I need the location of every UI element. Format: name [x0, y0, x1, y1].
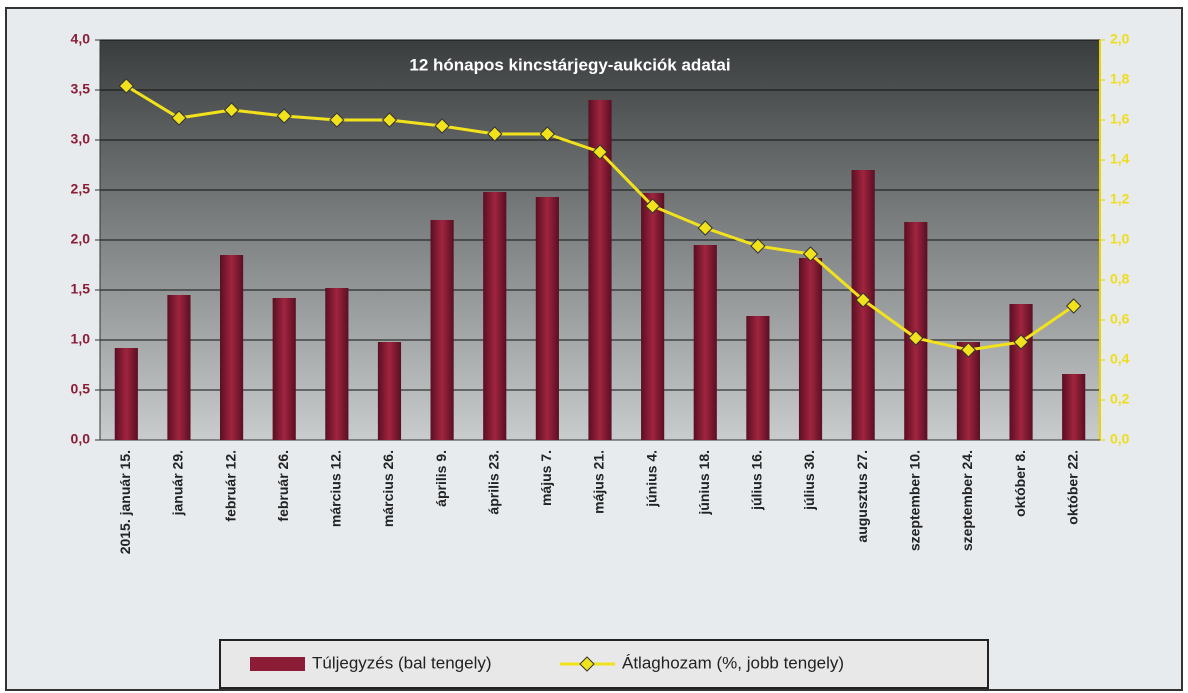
marker [329, 112, 345, 128]
y2-tick-label: 1,6 [1110, 111, 1130, 127]
legend-swatch [250, 657, 305, 671]
marker [592, 144, 608, 160]
marker [487, 126, 503, 142]
x-tick-label: június 4. [643, 450, 659, 508]
marker [960, 342, 977, 358]
marker [908, 330, 924, 346]
x-tick-label: október 8. [1012, 450, 1028, 517]
x-tick-label: március 26. [380, 450, 396, 527]
bar [483, 192, 507, 440]
x-tick-label: április 9. [433, 450, 449, 507]
x-tick-label: február 12. [222, 450, 238, 522]
x-tick-label: június 18. [696, 450, 712, 516]
marker [697, 220, 713, 236]
y2-tick-label: 1,2 [1110, 191, 1130, 207]
marker [802, 246, 819, 262]
marker [644, 198, 661, 214]
y-tick-label: 3,0 [71, 131, 91, 147]
bar [1009, 304, 1033, 440]
marker [276, 108, 292, 124]
legend-label: Átlaghozam (%, jobb tengely) [622, 653, 844, 672]
x-tick-label: február 26. [275, 450, 291, 522]
y-tick-label: 0,0 [71, 431, 91, 447]
marker [381, 112, 398, 128]
y-tick-label: 2,0 [71, 231, 91, 247]
marker [1065, 298, 1082, 314]
marker [1013, 334, 1029, 350]
y2-tick-label: 0,4 [1110, 351, 1130, 367]
marker [118, 78, 135, 94]
x-tick-label: 2015. január 15. [117, 450, 133, 554]
x-tick-label: március 12. [328, 450, 344, 527]
x-tick-label: május 7. [538, 450, 554, 506]
x-tick-label: május 21. [591, 450, 607, 514]
y2-tick-label: 0,8 [1110, 271, 1130, 287]
legend-label: Túljegyzés (bal tengely) [312, 653, 492, 672]
x-tick-label: január 29. [170, 450, 186, 516]
x-tick-label: április 23. [485, 450, 501, 515]
y2-tick-label: 1,4 [1110, 151, 1130, 167]
y2-tick-label: 0,2 [1110, 391, 1130, 407]
bar [114, 348, 138, 440]
chart-title: 12 hónapos kincstárjegy-aukciók adatai [409, 55, 730, 74]
x-tick-label: augusztus 27. [854, 450, 870, 543]
marker [434, 118, 450, 134]
bar [325, 288, 349, 440]
bar [693, 245, 717, 440]
x-tick-label: szeptember 10. [906, 450, 922, 551]
legend-swatch [579, 656, 595, 672]
x-tick-label: október 22. [1064, 450, 1080, 525]
bar [956, 342, 980, 440]
marker [223, 102, 240, 118]
marker [855, 292, 871, 308]
bar [798, 258, 823, 440]
bar [430, 220, 454, 440]
y-tick-label: 0,5 [71, 381, 91, 397]
y2-tick-label: 1,0 [1110, 231, 1130, 247]
x-tick-label: szeptember 24. [959, 450, 975, 551]
marker [171, 110, 187, 126]
y2-tick-label: 2,0 [1110, 31, 1130, 47]
bar [746, 316, 770, 440]
bar [588, 100, 612, 440]
bar [167, 295, 191, 440]
y2-tick-label: 0,6 [1110, 311, 1130, 327]
bar [535, 197, 559, 440]
y-tick-label: 1,0 [71, 331, 91, 347]
marker [750, 238, 766, 254]
y-tick-label: 3,5 [71, 81, 91, 97]
y-tick-label: 2,5 [71, 181, 91, 197]
bar [377, 342, 402, 440]
marker [539, 126, 556, 142]
y2-tick-label: 1,8 [1110, 71, 1130, 87]
y-tick-label: 1,5 [71, 281, 91, 297]
x-tick-label: július 16. [749, 450, 765, 511]
bar [220, 255, 244, 440]
bar [641, 193, 665, 440]
bar [272, 298, 296, 440]
y2-tick-label: 0,0 [1110, 431, 1130, 447]
bar [1062, 374, 1086, 440]
y-tick-label: 4,0 [71, 31, 91, 47]
x-tick-label: július 30. [801, 450, 817, 511]
